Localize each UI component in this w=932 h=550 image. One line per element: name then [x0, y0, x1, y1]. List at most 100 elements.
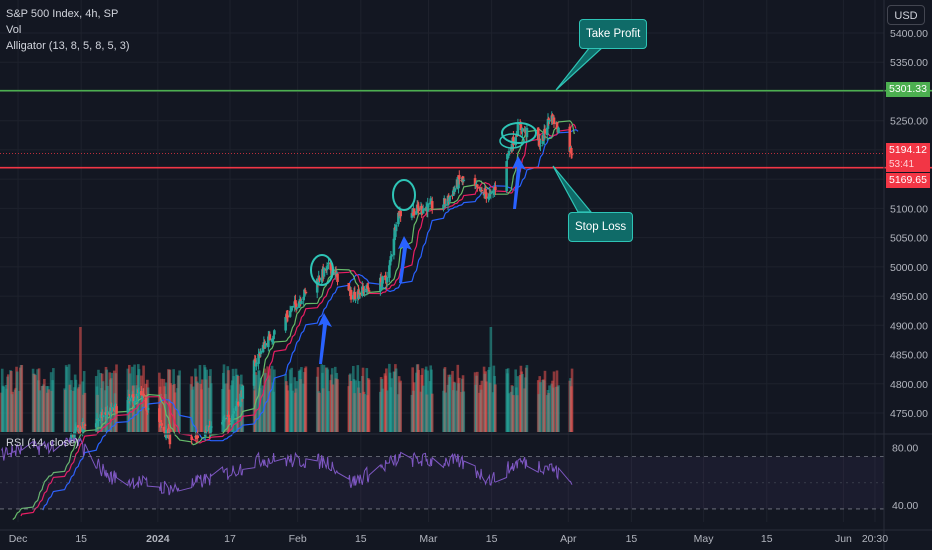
- price-tick-label: 4750.00: [890, 408, 928, 420]
- candle-body: [430, 201, 434, 209]
- candle-body: [140, 391, 143, 396]
- volume-bar: [322, 365, 326, 432]
- candle-body: [258, 353, 262, 356]
- candle-body: [451, 190, 455, 197]
- volume-bar: [241, 387, 245, 432]
- candle-body: [519, 124, 523, 130]
- volume-bar: [101, 381, 105, 432]
- up-arrow-icon: [512, 156, 526, 209]
- candle-body: [538, 138, 542, 148]
- candle-body: [390, 254, 393, 257]
- candle-body: [546, 118, 550, 129]
- volume-bar: [74, 379, 78, 432]
- volume-bar: [97, 369, 100, 432]
- volume-bar: [354, 380, 357, 432]
- candle-body: [491, 190, 495, 194]
- price-tick-label: 5000.00: [890, 262, 928, 274]
- volume-bar: [327, 391, 330, 432]
- rsi-legend[interactable]: RSI (14, close): [6, 437, 79, 449]
- candle-body: [570, 154, 574, 156]
- time-tick-label: 15: [75, 533, 87, 545]
- candle-body: [196, 435, 199, 439]
- candle-body: [379, 277, 383, 287]
- candle-body: [284, 317, 287, 331]
- candle-body: [453, 188, 457, 192]
- candle-body: [444, 204, 448, 206]
- candle-body: [461, 176, 465, 181]
- volume-legend[interactable]: Vol: [6, 24, 22, 36]
- rsi-tick-label: 40.00: [892, 500, 918, 512]
- candle-body: [457, 175, 461, 180]
- candle-body: [521, 128, 524, 132]
- candle-body: [290, 307, 293, 311]
- candle-body: [361, 288, 365, 290]
- candle-body: [131, 394, 135, 398]
- volume-bar: [255, 375, 258, 432]
- volume-bar: [548, 385, 551, 432]
- candle-body: [231, 414, 235, 419]
- candle-body: [135, 393, 139, 402]
- volume-bar: [34, 375, 37, 432]
- candle-body: [252, 360, 256, 386]
- candle-body: [268, 334, 272, 341]
- volume-bar: [444, 392, 448, 432]
- candle-body: [100, 412, 104, 418]
- rsi-line: [1, 437, 573, 496]
- candle-body: [476, 184, 479, 188]
- volume-bar: [173, 392, 177, 432]
- stop-loss-price-tag: 5169.65: [886, 173, 930, 188]
- candle-body: [363, 290, 366, 292]
- symbol-legend[interactable]: S&P 500 Index, 4h, SP: [6, 8, 119, 20]
- volume-bar: [200, 379, 204, 432]
- volume-bar: [363, 394, 366, 432]
- volume-bar: [38, 390, 42, 432]
- candle-body: [227, 417, 231, 423]
- candle-body: [300, 300, 303, 305]
- candle-body: [205, 430, 209, 432]
- candle-body: [385, 277, 389, 283]
- volume-bar: [557, 385, 560, 432]
- volume-bar: [421, 385, 425, 432]
- volume-bar: [426, 370, 430, 432]
- candle-body: [126, 400, 130, 413]
- volume-bar: [453, 382, 457, 432]
- volume-bar: [417, 369, 420, 432]
- candle-body: [366, 286, 369, 288]
- candle-body: [146, 410, 149, 412]
- alligator-teeth-line: [20, 123, 577, 517]
- candle-body: [303, 289, 306, 297]
- candle-body: [397, 212, 400, 225]
- candle-body: [457, 176, 460, 189]
- candle-body: [552, 117, 556, 125]
- candle-body: [142, 393, 145, 397]
- candle-body: [302, 296, 305, 301]
- candle-body: [443, 198, 447, 205]
- candle-body: [410, 213, 414, 218]
- candle-body: [462, 179, 466, 181]
- alligator-jaw-line: [42, 129, 579, 511]
- price-tick-label: 5250.00: [890, 116, 928, 128]
- candle-body: [106, 411, 109, 415]
- volume-bar: [457, 377, 461, 432]
- candle-body: [226, 416, 230, 419]
- candle-body: [70, 434, 73, 440]
- volume-bar: [70, 380, 73, 432]
- candlestick-series: [69, 111, 574, 449]
- candle-body: [478, 187, 481, 189]
- time-tick-label: Mar: [419, 533, 438, 545]
- currency-button[interactable]: USD: [887, 5, 925, 25]
- candle-body: [113, 405, 117, 410]
- candle-body: [115, 406, 118, 414]
- candle-body: [357, 290, 360, 298]
- price-tick-label: 4900.00: [890, 320, 928, 332]
- volume-bar: [295, 381, 299, 432]
- alligator-legend[interactable]: Alligator (13, 8, 5, 8, 5, 3): [6, 40, 130, 52]
- volume-bar: [381, 388, 384, 432]
- candle-body: [222, 420, 226, 422]
- candle-body: [417, 207, 420, 211]
- price-tick-label: 5100.00: [890, 203, 928, 215]
- candle-body: [232, 411, 236, 414]
- volume-bar: [507, 393, 511, 432]
- candle-body: [76, 425, 80, 428]
